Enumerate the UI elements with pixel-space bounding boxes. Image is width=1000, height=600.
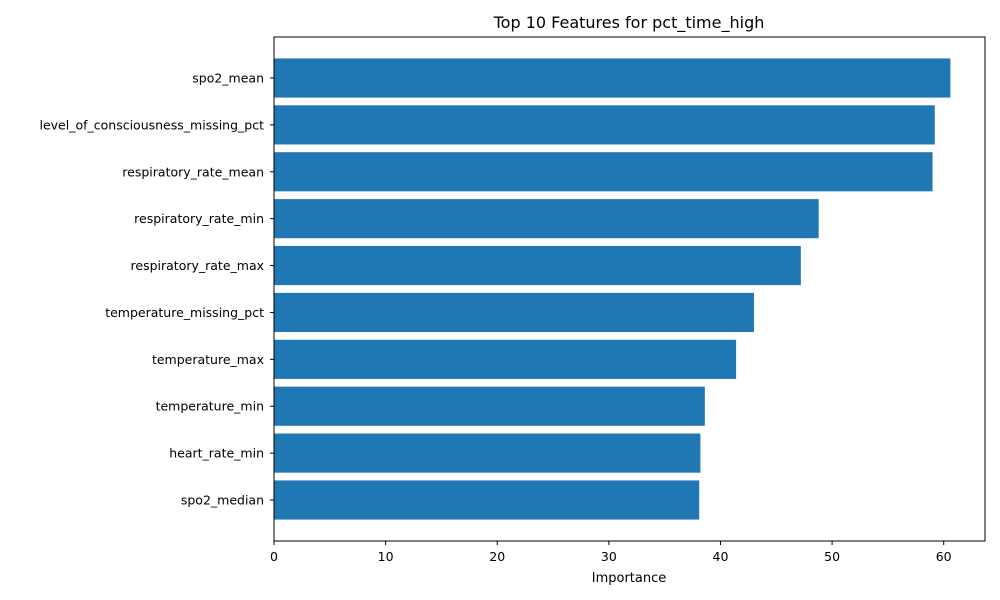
x-tick-label: 0 xyxy=(270,549,278,564)
y-tick-label: respiratory_rate_max xyxy=(131,258,264,273)
bar-respiratory_rate_max xyxy=(274,245,801,286)
y-tick-label: spo2_median xyxy=(181,493,264,508)
y-tick-label: heart_rate_min xyxy=(169,446,264,461)
plot-frame xyxy=(273,36,986,542)
y-tick-label: respiratory_rate_min xyxy=(134,211,264,226)
bar-heart_rate_min xyxy=(274,433,701,473)
x-tick-label: 10 xyxy=(378,549,394,564)
x-tick-label: 60 xyxy=(936,549,952,564)
y-tick-label: temperature_min xyxy=(156,399,264,414)
y-tick-label: temperature_max xyxy=(152,352,264,367)
bar-temperature_missing_pct xyxy=(274,292,754,333)
y-tick-label: spo2_mean xyxy=(192,71,264,86)
y-tick-label: temperature_missing_pct xyxy=(105,305,264,320)
bar-level_of_consciousness_missing_pct xyxy=(274,105,935,145)
bar-respiratory_rate_min xyxy=(274,199,819,239)
bar-temperature_max xyxy=(274,339,737,379)
x-tick-label: 30 xyxy=(601,549,617,564)
chart-title: Top 10 Features for pct_time_high xyxy=(493,13,765,33)
bar-respiratory_rate_mean xyxy=(274,152,933,192)
bar-temperature_min xyxy=(274,386,705,426)
x-tick-label: 40 xyxy=(713,549,729,564)
bar-spo2_mean xyxy=(274,58,951,98)
bar-spo2_median xyxy=(274,480,700,520)
x-tick-label: 20 xyxy=(489,549,505,564)
bars-layer xyxy=(274,58,951,520)
y-tick-label: level_of_consciousness_missing_pct xyxy=(39,117,264,132)
y-tick-label: respiratory_rate_mean xyxy=(122,164,264,179)
axes-layer: spo2_mean level_of_consciousness_missing_… xyxy=(39,36,986,564)
x-axis-label: Importance xyxy=(592,571,667,586)
x-tick-label: 50 xyxy=(824,549,840,564)
